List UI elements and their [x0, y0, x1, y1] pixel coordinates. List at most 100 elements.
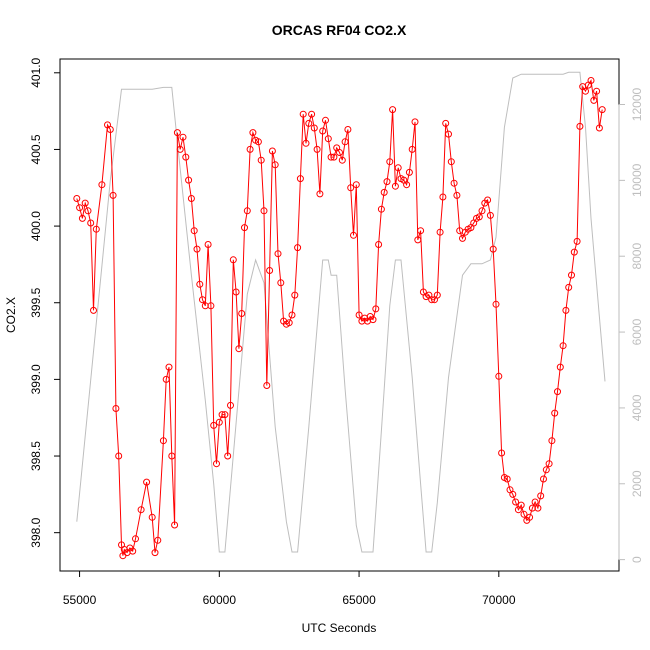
- y-tick-label: 400.0: [29, 211, 43, 241]
- co2-data-point: [199, 296, 206, 304]
- co2-data-point: [176, 145, 184, 153]
- co2-data-point: [310, 124, 318, 132]
- co2-data-point: [391, 182, 399, 190]
- y-axis-left: 398.0 398.5 399.0 399.5 400.0 400.5 401.0: [29, 57, 61, 548]
- co2-data-point: [568, 271, 575, 279]
- co2-data-point: [151, 549, 159, 557]
- co2-data-point: [475, 213, 483, 221]
- co2-data-point: [562, 306, 570, 314]
- x-axis: 55000 60000 65000 70000: [63, 570, 516, 607]
- y-tick-label: 398.0: [29, 517, 43, 547]
- co2-data-point: [355, 311, 363, 319]
- co2-data-point: [352, 181, 360, 189]
- co2-data-point: [204, 241, 212, 248]
- co2-data-point: [266, 267, 274, 274]
- co2-data-point: [193, 245, 201, 253]
- co2-data-point: [148, 513, 156, 521]
- co2-data-point: [439, 193, 447, 201]
- co2-data-point: [187, 195, 195, 202]
- co2-data-point: [445, 130, 452, 138]
- co2-data-point: [559, 342, 567, 350]
- co2-data-point: [302, 139, 310, 147]
- co2-data-point: [383, 178, 391, 186]
- co2-data-point: [554, 388, 561, 396]
- y-tick-label: 401.0: [29, 57, 43, 87]
- co2-data-point: [159, 437, 167, 445]
- right-axis-series: [76, 71, 606, 553]
- co2-data-point: [484, 196, 492, 204]
- co2-data-point: [478, 207, 486, 215]
- co2-data-point: [545, 460, 553, 468]
- x-tick-label: 55000: [63, 593, 97, 607]
- co2-data-point: [254, 138, 262, 146]
- y2-tick-label: 4000: [630, 394, 644, 421]
- co2-data-point: [590, 96, 598, 104]
- co2-data-point: [277, 279, 285, 287]
- co2-data-point: [556, 363, 564, 371]
- left-axis-series: [73, 77, 606, 560]
- co2-data-point: [537, 492, 545, 500]
- chart-title: ORCAS RF04 CO2.X: [272, 22, 407, 38]
- co2-data-point: [227, 401, 234, 409]
- co2-data-point: [486, 211, 494, 219]
- co2-data-point: [137, 506, 145, 514]
- co2-data-point: [570, 248, 578, 256]
- co2-data-point: [168, 452, 176, 460]
- co2-data-point: [582, 87, 589, 95]
- co2-data-point: [498, 449, 506, 457]
- co2-data-point: [509, 490, 517, 498]
- co2-data-point: [531, 498, 539, 506]
- co2-data-point: [221, 411, 229, 419]
- co2-data-point: [90, 306, 97, 314]
- y2-tick-label: 8000: [630, 243, 644, 270]
- altitude-line: [76, 71, 606, 553]
- co2-data-point: [313, 145, 321, 153]
- co2-data-point: [232, 288, 240, 296]
- co2-data-point: [598, 106, 606, 114]
- co2-data-point: [162, 375, 170, 383]
- co2-data-point: [495, 372, 503, 380]
- co2-data-point: [109, 191, 117, 199]
- co2-data-point: [143, 478, 151, 486]
- co2-data-point: [249, 129, 257, 137]
- co2-data-point: [534, 504, 542, 512]
- co2-data-point: [403, 181, 411, 189]
- co2-data-point: [87, 219, 95, 227]
- co2-data-point: [344, 126, 352, 133]
- co2-data-point: [551, 409, 559, 417]
- co2-data-point: [235, 345, 243, 353]
- co2-data-point: [92, 225, 100, 233]
- co2-data-point: [73, 195, 81, 202]
- co2-data-point: [213, 460, 220, 468]
- co2-data-point: [322, 116, 329, 124]
- co2-data-point: [185, 176, 193, 184]
- co2-data-point: [238, 310, 246, 317]
- co2-data-point: [296, 175, 304, 183]
- co2-data-point: [182, 153, 190, 161]
- co2-data-point: [408, 145, 416, 153]
- co2-data-point: [190, 227, 198, 235]
- x-tick-label: 60000: [203, 593, 237, 607]
- co2-data-point: [459, 234, 466, 242]
- co2-data-point: [263, 382, 271, 389]
- co2-data-point: [442, 119, 450, 127]
- co2-data-point: [207, 302, 215, 310]
- co2-data-point: [179, 133, 187, 141]
- co2-data-point: [308, 110, 316, 118]
- co2-data-point: [512, 498, 520, 506]
- co2-data-point: [492, 300, 500, 308]
- co2-data-point: [196, 280, 204, 288]
- y-tick-label: 400.5: [29, 134, 43, 164]
- co2-data-point: [548, 437, 556, 445]
- co2-data-point: [411, 118, 419, 126]
- co2-data-point: [450, 179, 458, 187]
- co2-data-point: [129, 547, 137, 555]
- co2-data-point: [299, 110, 307, 118]
- co2-data-point: [257, 156, 265, 164]
- co2-data-point: [246, 145, 254, 153]
- co2-data-point: [372, 305, 380, 313]
- co2-data-point: [405, 168, 413, 176]
- co2-data-point: [417, 227, 425, 235]
- co2-data-point: [330, 153, 338, 161]
